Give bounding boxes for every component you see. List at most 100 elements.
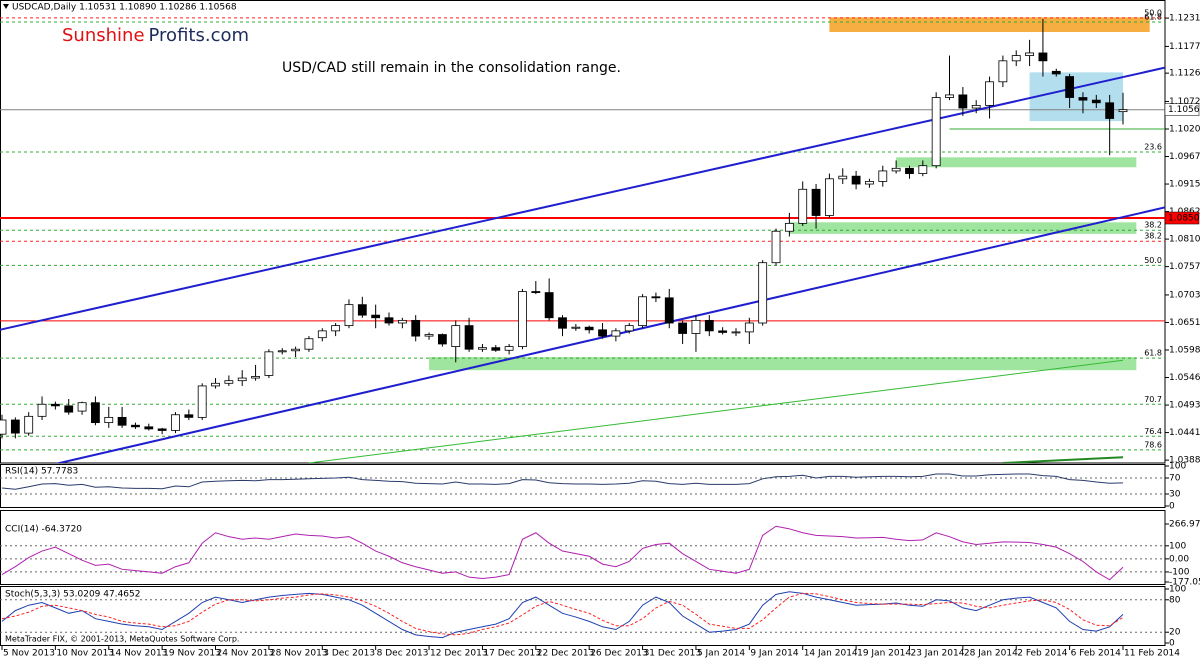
zone — [896, 157, 1137, 168]
fib-label: 23.6 — [1144, 143, 1162, 152]
candle-body — [851, 175, 861, 185]
candle-body — [131, 424, 140, 428]
x-tick-label: 28 Nov 2013 — [270, 649, 328, 659]
x-tick-label: 14 Nov 2013 — [110, 649, 168, 659]
candle-body — [998, 60, 1008, 83]
candle-body — [664, 297, 674, 324]
rsi-panel-frame — [0, 464, 1166, 508]
indicator-label: Stoch(5,3,3) 53.0209 47.4652 — [5, 590, 140, 600]
indicator-line — [1, 473, 1124, 490]
y-tick-label: 1.07575 — [1169, 262, 1200, 272]
x-tick-label: 5 Nov 2013 — [3, 649, 55, 659]
x-tick-label: 14 Jan 2014 — [804, 649, 858, 659]
candle-body — [518, 291, 527, 347]
candle-body — [1078, 97, 1088, 101]
trendline — [308, 359, 1124, 463]
x-tick-label: 2 Feb 2014 — [1017, 649, 1068, 659]
candle-body — [598, 329, 607, 337]
y-tick-label: 1.10200 — [1169, 124, 1200, 134]
x-tick-label: 9 Jan 2014 — [750, 649, 798, 659]
candle-body — [744, 322, 754, 333]
candle-body — [171, 414, 180, 431]
y-tick-label: -100 — [1169, 567, 1190, 577]
price-tag — [1164, 103, 1200, 116]
candle-body — [905, 167, 914, 174]
x-tick-label: 24 Nov 2013 — [217, 649, 275, 659]
candle-body — [478, 347, 487, 350]
fib-label: 76.4 — [1144, 427, 1162, 436]
y-tick-label: 1.07035 — [1169, 290, 1200, 300]
brand-first: Sunshine — [62, 25, 145, 46]
candle-body — [531, 291, 541, 293]
candle-body — [331, 325, 341, 332]
zone — [429, 357, 1137, 371]
candle-body — [211, 382, 220, 387]
fib-label: 50.0 — [1144, 256, 1162, 265]
candle-body — [838, 175, 848, 180]
candle-body — [91, 402, 100, 424]
candle-body — [691, 319, 701, 334]
candle-body — [651, 296, 661, 299]
candle-body — [451, 325, 461, 347]
chart-title: USDCAD,Daily 1.10531 1.10890 1.10286 1.1… — [12, 3, 237, 13]
y-tick-label: 0.00 — [1169, 554, 1189, 564]
candle-body — [544, 292, 554, 319]
annotation: USD/CAD still remain in the consolidatio… — [282, 60, 621, 76]
candle-body — [704, 319, 714, 332]
candle-body — [1091, 99, 1101, 104]
indicator-line — [1, 525, 1124, 581]
candle-body — [50, 403, 60, 407]
candle-body — [611, 330, 621, 337]
indicator-line — [1, 591, 1124, 639]
candle-body — [197, 385, 207, 418]
y-tick-label: 1.10725 — [1169, 97, 1200, 107]
candle-body — [891, 167, 901, 172]
candle-body — [1025, 52, 1034, 56]
y-tick-label: 1.08100 — [1169, 235, 1200, 245]
candle-body — [571, 326, 581, 329]
candle-body — [825, 178, 834, 216]
fib-label: 50.0 — [1144, 8, 1162, 17]
candle-body — [584, 326, 594, 331]
brand-logo: Sunshine Profits.com — [62, 25, 249, 46]
y-tick-label: 1.05460 — [1169, 373, 1200, 383]
indicator-label: RSI(14) 57.7783 — [5, 467, 78, 477]
y-tick-label: 1.09675 — [1169, 152, 1200, 162]
candle-body — [184, 414, 194, 418]
candle-body — [77, 402, 87, 412]
y-tick-label: 1.06510 — [1169, 318, 1200, 328]
candle-body — [945, 94, 954, 98]
fib-label: 38.2 — [1144, 221, 1162, 230]
y-tick-label: 266.9731 — [1169, 520, 1200, 530]
x-tick-label: 6 Feb 2014 — [1071, 649, 1122, 659]
y-tick-label: 30 — [1169, 490, 1181, 500]
footer: MetaTrader FIX, © 2001-2013, MetaQuotes … — [5, 635, 239, 644]
price-tag-label: 1.08502 — [1168, 214, 1200, 224]
candle-body — [771, 230, 781, 264]
candle-body — [384, 317, 394, 324]
x-tick-label: 23 Jan 2014 — [910, 649, 964, 659]
x-tick-label: 12 Dec 2013 — [430, 649, 488, 659]
candle-body — [958, 94, 968, 109]
fib-label: 61.8 — [1144, 349, 1162, 358]
trendline-ray — [1122, 66, 1165, 79]
candle-body — [931, 97, 941, 167]
candle-body — [731, 331, 741, 334]
indicator-line — [1, 592, 1124, 636]
candle-body — [1105, 102, 1115, 119]
zone — [829, 17, 1150, 32]
candle-body — [291, 348, 300, 352]
trendline — [1002, 456, 1124, 463]
y-tick-label: 1.09150 — [1169, 180, 1200, 190]
candle-body — [811, 188, 821, 216]
trendline-ray — [1122, 206, 1165, 219]
candle-body — [558, 317, 567, 329]
candle-body — [237, 377, 247, 382]
price-tag — [1164, 211, 1200, 225]
y-tick-label: 0 — [1169, 502, 1175, 512]
y-tick-label: 1.04410 — [1169, 428, 1200, 438]
y-tick-label: 20 — [1169, 628, 1181, 638]
x-tick-label: 26 Dec 2013 — [590, 649, 648, 659]
candle-body — [37, 403, 47, 417]
